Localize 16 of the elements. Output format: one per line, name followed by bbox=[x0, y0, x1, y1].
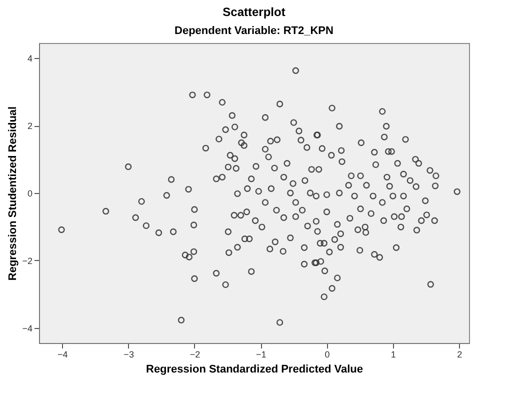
x-tick-label: −1 bbox=[256, 350, 266, 360]
x-tick-label: −4 bbox=[58, 350, 68, 360]
y-tick-label: 4 bbox=[27, 54, 32, 64]
chart-title: Scatterplot bbox=[222, 5, 286, 19]
x-tick-label: −2 bbox=[190, 350, 200, 360]
y-tick-label: 2 bbox=[27, 121, 32, 132]
y-tick-label: −2 bbox=[22, 256, 32, 266]
y-axis-title: Regression Studentized Residual bbox=[7, 106, 20, 281]
x-tick-label: −3 bbox=[124, 350, 134, 360]
chart-subtitle: Dependent Variable: RT2_KPN bbox=[174, 25, 334, 37]
x-tick-label: 2 bbox=[457, 350, 462, 360]
y-tick-label: −4 bbox=[22, 323, 32, 334]
x-tick-label: 0 bbox=[324, 350, 330, 360]
x-tick-label: 1 bbox=[390, 350, 396, 360]
y-tick-label: 0 bbox=[27, 188, 32, 198]
x-axis-title: Regression Standardized Predicted Value bbox=[146, 364, 364, 376]
